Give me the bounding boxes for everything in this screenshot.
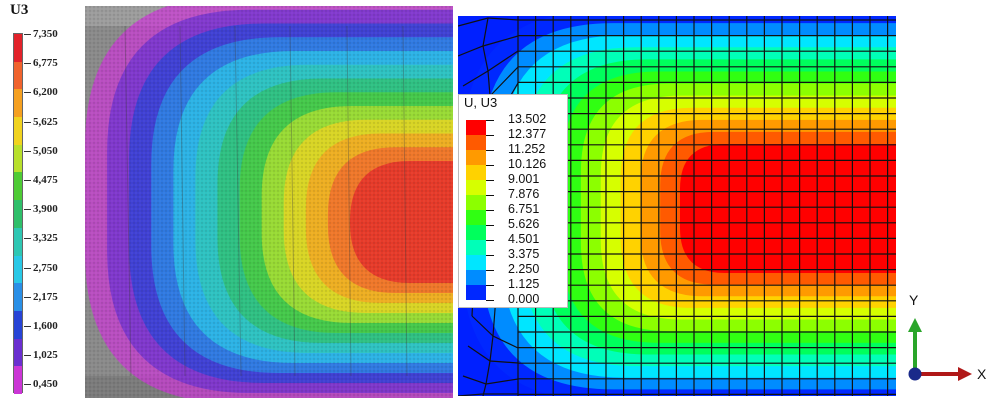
fe-colorbar-segment (466, 285, 486, 300)
left-legend-label: 1,600 (33, 320, 58, 332)
left-legend-label: 3,325 (33, 232, 58, 245)
fe-colorbar-segment (466, 255, 486, 271)
left-colorbar-segment (14, 61, 22, 90)
z-axis-dot-icon (908, 367, 922, 381)
fe-legend-title: U, U3 (464, 95, 498, 110)
left-legend-label: 5,625 (33, 115, 58, 128)
fe-colorbar-segment (466, 180, 486, 196)
left-legend-label: 7,350 (33, 28, 58, 40)
left-legend-tick (24, 384, 31, 386)
left-legend-label: 4,475 (33, 174, 58, 186)
left-legend-tick (24, 63, 31, 65)
left-legend-tick (24, 121, 31, 123)
left-legend-label: 3,900 (33, 203, 58, 216)
fe-colorbar-segment (466, 270, 486, 286)
left-legend-tick (24, 238, 31, 240)
fe-contour-image (458, 16, 896, 396)
fe-colorbar-segment (466, 150, 486, 166)
left-legend-tick (24, 326, 31, 327)
x-axis-label: X (977, 366, 987, 382)
fe-colorbar-segment (466, 240, 486, 256)
left-colorbar-segment (14, 338, 22, 367)
y-axis-label: Y (909, 292, 919, 308)
left-legend-tick (24, 150, 31, 152)
left-colorbar-segment (14, 144, 22, 173)
left-legend-labels: 7,350 6,775 6,200 5,625 5,050 4,475 3,900 3,325… (0, 0, 80, 398)
left-colorbar (13, 33, 23, 394)
fe-colorbar-segment (466, 165, 486, 181)
left-colorbar-segment (14, 227, 22, 256)
left-colorbar-segment (14, 200, 22, 228)
left-legend-tick (24, 209, 31, 211)
left-colorbar-segment (14, 283, 22, 311)
x-axis-arrow-icon (958, 367, 972, 381)
left-legend-label: 6,200 (33, 86, 58, 99)
left-colorbar-segment (14, 310, 22, 339)
left-legend-tick (24, 34, 31, 35)
fe-colorbar-segment (466, 225, 486, 241)
dic-contour-image (85, 6, 453, 398)
left-legend-label: 2,750 (33, 261, 58, 274)
left-legend-label: 1,025 (33, 349, 58, 362)
left-legend-title: U3 (10, 2, 29, 18)
left-legend-tick (24, 296, 31, 298)
fe-colorbar (466, 120, 486, 300)
left-colorbar-segment (14, 255, 22, 284)
y-axis-arrow-icon (908, 318, 922, 332)
left-legend-tick (24, 92, 31, 94)
left-legend-tick (24, 267, 31, 269)
left-colorbar-segment (14, 89, 22, 118)
fe-colorbar-segment (466, 135, 486, 151)
left-legend-tick (24, 355, 31, 357)
left-legend-label: 0,450 (33, 378, 58, 391)
fe-colorbar-segment (466, 120, 486, 136)
left-legend-tick (24, 180, 31, 181)
left-colorbar-segment (14, 117, 22, 145)
left-colorbar-segment (14, 366, 22, 394)
fe-colorbar-segment (466, 195, 486, 211)
left-colorbar-segment (14, 34, 22, 62)
left-colorbar-segment (14, 172, 22, 201)
axis-triad (908, 318, 972, 381)
left-legend-label: 5,050 (33, 144, 58, 157)
left-legend-label: 6,775 (33, 57, 58, 70)
fe-colorbar-segment (466, 210, 486, 226)
left-legend-label: 2,175 (33, 290, 58, 303)
